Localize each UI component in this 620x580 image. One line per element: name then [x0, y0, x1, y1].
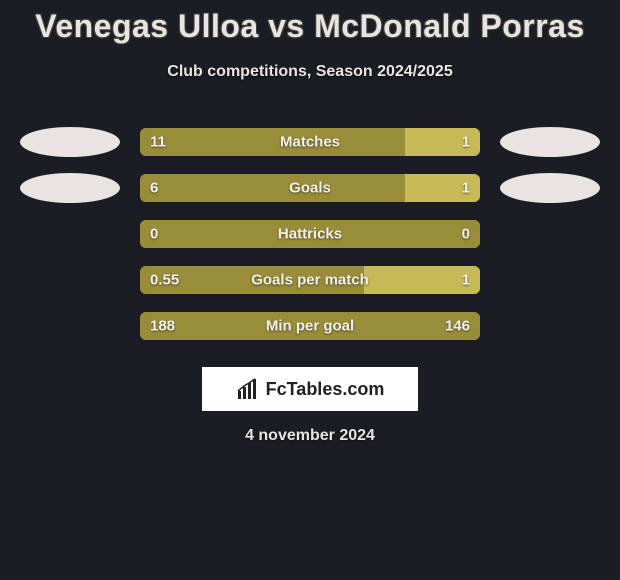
stat-label: Min per goal: [266, 318, 354, 335]
ellipse-placeholder: [500, 311, 600, 341]
stat-row: 6 1 Goals: [0, 165, 620, 211]
ellipse-placeholder: [20, 265, 120, 295]
stat-left-value: 0: [150, 226, 158, 243]
stat-bar: 111Matches: [140, 128, 480, 156]
stat-left-value: 6: [150, 180, 158, 197]
brand-text: FcTables.com: [266, 379, 385, 400]
stat-right-value: 0: [462, 226, 470, 243]
stat-label: Matches: [280, 134, 340, 151]
chart-icon: [236, 377, 260, 401]
stat-row: 111Matches: [0, 119, 620, 165]
date-label: 4 november 2024: [0, 427, 620, 445]
stat-right-value: 146: [445, 318, 470, 335]
ellipse-placeholder: [500, 265, 600, 295]
subtitle: Club competitions, Season 2024/2025: [0, 63, 620, 81]
right-indicator-ellipse: [500, 127, 600, 157]
comparison-card: Venegas Ulloa vs McDonald Porras Club co…: [0, 0, 620, 580]
stat-bar: 6 1 Goals: [140, 174, 480, 202]
stat-bar: 0 0 Hattricks: [140, 220, 480, 248]
page-title: Venegas Ulloa vs McDonald Porras: [0, 8, 620, 45]
stat-row: 0.55 1 Goals per match: [0, 257, 620, 303]
stats-list: 111Matches61Goals00Hattricks0.551Goals p…: [0, 119, 620, 349]
left-indicator-ellipse: [20, 127, 120, 157]
bar-left-segment: [140, 128, 405, 156]
stat-label: Hattricks: [278, 226, 342, 243]
stat-left-value: 188: [150, 318, 175, 335]
stat-right-value: 1: [462, 180, 470, 197]
right-indicator-ellipse: [500, 173, 600, 203]
stat-label: Goals: [289, 180, 331, 197]
stat-bar: 0.55 1 Goals per match: [140, 266, 480, 294]
ellipse-placeholder: [20, 311, 120, 341]
ellipse-placeholder: [500, 219, 600, 249]
brand-box[interactable]: FcTables.com: [202, 367, 418, 411]
stat-label: Goals per match: [251, 272, 369, 289]
bar-left-segment: [140, 174, 405, 202]
stat-right-value: 1: [462, 134, 470, 151]
stat-bar: 188 146 Min per goal: [140, 312, 480, 340]
ellipse-placeholder: [20, 219, 120, 249]
left-indicator-ellipse: [20, 173, 120, 203]
stat-row: 0 0 Hattricks: [0, 211, 620, 257]
stat-left-value: 11: [150, 134, 166, 151]
stat-right-value: 1: [462, 272, 470, 289]
stat-left-value: 0.55: [150, 272, 179, 289]
stat-row: 188 146 Min per goal: [0, 303, 620, 349]
